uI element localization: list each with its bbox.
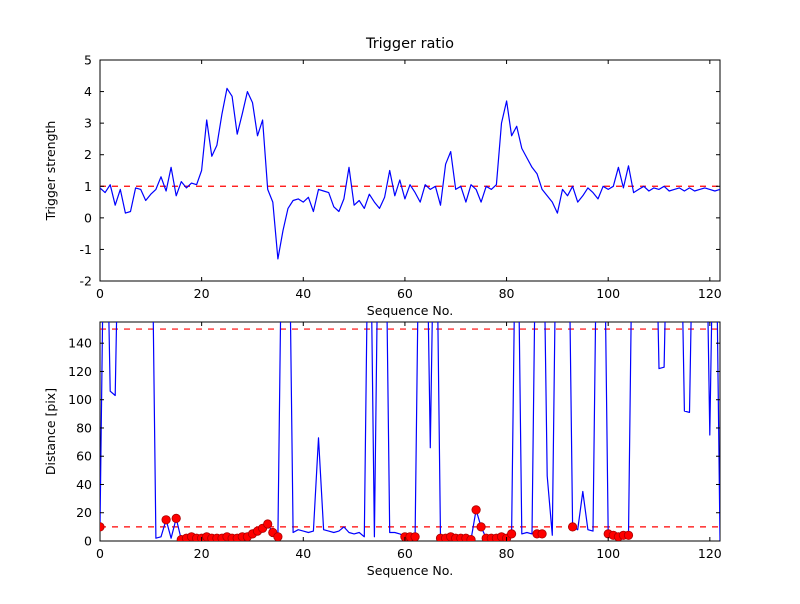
trigger-ratio-chart-x-tick-label: 40 [295, 286, 311, 301]
matched-points-marker [567, 522, 578, 532]
distance-chart-x-tick-label: 60 [397, 546, 413, 561]
trigger-ratio-chart-x-tick-label: 60 [397, 286, 413, 301]
distance-chart-y-tick-label: 100 [68, 392, 92, 407]
distance-chart-y-tick-label: 20 [76, 505, 92, 520]
matched-points-marker [476, 522, 486, 532]
trigger-ratio-chart-y-tick-label: 0 [84, 210, 92, 225]
matched-points-marker [273, 532, 283, 541]
trigger-ratio-chart-y-axis-label: Trigger strength [43, 121, 58, 222]
trigger-ratio-chart-title: Trigger ratio [365, 36, 454, 52]
distance-chart-x-tick-label: 80 [499, 546, 515, 561]
trigger-ratio-chart-x-tick-label: 80 [499, 286, 515, 301]
distance-chart-y-tick-label: 40 [76, 477, 92, 492]
trigger-ratio-chart-x-tick-label: 100 [596, 286, 620, 301]
matched-points-marker [623, 530, 634, 540]
distance-chart-y-tick-label: 80 [76, 420, 92, 435]
trigger-ratio-chart-y-tick-label: -2 [80, 274, 92, 289]
trigger-ratio-chart-y-tick-label: 3 [84, 116, 92, 131]
matched-points-marker [100, 522, 105, 532]
distance-chart-x-tick-label: 0 [96, 546, 104, 561]
matched-points-marker [171, 513, 181, 524]
trigger-ratio-chart-y-tick-label: 1 [84, 179, 92, 194]
distance-chart-x-tick-label: 40 [295, 546, 311, 561]
trigger-ratio-chart-x-tick-label: 20 [194, 286, 210, 301]
distance-chart-y-tick-label: 120 [68, 364, 92, 379]
matched-points-marker [506, 529, 517, 539]
trigger-ratio-chart-x-tick-label: 120 [698, 286, 722, 301]
distance-chart: 0 20 40 60 80 100 120 0 20 40 60 80 100 120 140 Sequenc… [43, 321, 722, 578]
distance-chart-x-tick-label: 20 [194, 546, 210, 561]
trigger-ratio-chart-y-tick-label: 4 [84, 84, 92, 99]
distance-chart-y-axis-label: Distance [pix] [43, 388, 58, 475]
trigger-ratio-chart: 0 20 40 60 80 100 120 -2 -1 0 1 2 3 4 5 Trigger ratio Se… [43, 36, 722, 318]
matched-points-marker [537, 529, 547, 539]
matched-points-marker [263, 519, 273, 529]
distance-chart-y-tick-label: 140 [68, 336, 92, 351]
trigger-strength-line [100, 87, 720, 260]
matched-points-marker [161, 515, 171, 525]
trigger-ratio-chart-y-tick-label: -1 [80, 242, 92, 257]
matched-points-marker [410, 532, 420, 541]
matched-points-marker [471, 505, 481, 515]
distance-chart-x-axis-label: Sequence No. [367, 563, 453, 578]
distance-chart-y-tick-label: 0 [84, 534, 92, 549]
distance-chart-axes-frame [99, 321, 721, 542]
trigger-ratio-chart-x-tick-label: 0 [96, 286, 104, 301]
trigger-ratio-chart-x-axis-label: Sequence No. [367, 303, 453, 318]
trigger-ratio-chart-y-tick-label: 5 [84, 53, 92, 68]
distance-chart-x-tick-label: 120 [698, 546, 722, 561]
matched-points-marker [466, 535, 476, 541]
distance-chart-y-tick-label: 60 [76, 449, 92, 464]
distance-chart-x-tick-label: 100 [596, 546, 620, 561]
trigger-ratio-chart-axes-frame [99, 59, 721, 282]
trigger-ratio-chart-y-tick-label: 2 [84, 147, 92, 162]
